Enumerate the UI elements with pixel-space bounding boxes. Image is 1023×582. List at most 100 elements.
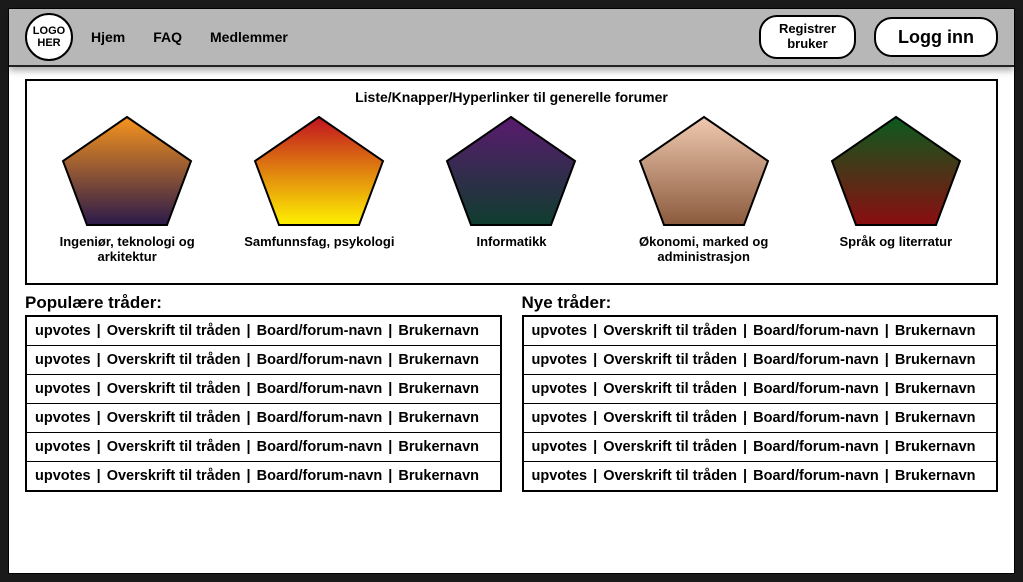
thread-row[interactable]: upvotes | Overskrift til tråden | Board/…: [27, 462, 500, 490]
forum-label: Informatikk: [476, 235, 546, 250]
thread-headline: Overskrift til tråden: [107, 410, 241, 426]
thread-row[interactable]: upvotes | Overskrift til tråden | Board/…: [524, 462, 997, 490]
forums-title: Liste/Knapper/Hyperlinker til generelle …: [37, 89, 986, 105]
thread-user: Brukernavn: [895, 381, 976, 397]
thread-upvotes: upvotes: [35, 439, 91, 455]
separator: |: [589, 323, 601, 339]
thread-upvotes: upvotes: [532, 381, 588, 397]
separator: |: [242, 381, 254, 397]
thread-user: Brukernavn: [398, 439, 479, 455]
separator: |: [93, 410, 105, 426]
separator: |: [384, 381, 396, 397]
separator: |: [242, 439, 254, 455]
thread-row[interactable]: upvotes | Overskrift til tråden | Board/…: [524, 317, 997, 346]
thread-board: Board/forum-navn: [257, 468, 383, 484]
separator: |: [242, 410, 254, 426]
thread-headline: Overskrift til tråden: [603, 352, 737, 368]
thread-user: Brukernavn: [398, 410, 479, 426]
thread-upvotes: upvotes: [532, 468, 588, 484]
separator: |: [93, 352, 105, 368]
popular-list: upvotes | Overskrift til tråden | Board/…: [25, 315, 502, 492]
separator: |: [384, 352, 396, 368]
forum-item-1[interactable]: Samfunnsfag, psykologi: [229, 111, 409, 265]
thread-headline: Overskrift til tråden: [603, 410, 737, 426]
thread-row[interactable]: upvotes | Overskrift til tråden | Board/…: [27, 346, 500, 375]
separator: |: [739, 323, 751, 339]
forum-item-4[interactable]: Språk og literratur: [806, 111, 986, 265]
thread-row[interactable]: upvotes | Overskrift til tråden | Board/…: [27, 433, 500, 462]
nav-link-faq[interactable]: FAQ: [153, 29, 182, 45]
thread-user: Brukernavn: [398, 352, 479, 368]
thread-user: Brukernavn: [895, 323, 976, 339]
thread-board: Board/forum-navn: [753, 410, 879, 426]
separator: |: [739, 439, 751, 455]
logo-text: LOGOHER: [33, 25, 65, 49]
logo[interactable]: LOGOHER: [25, 13, 73, 61]
separator: |: [242, 352, 254, 368]
separator: |: [384, 410, 396, 426]
thread-row[interactable]: upvotes | Overskrift til tråden | Board/…: [524, 404, 997, 433]
thread-upvotes: upvotes: [532, 352, 588, 368]
forums-row: Ingeniør, teknologi og arkitektur Samfunn…: [37, 111, 986, 265]
thread-user: Brukernavn: [398, 323, 479, 339]
thread-row[interactable]: upvotes | Overskrift til tråden | Board/…: [27, 404, 500, 433]
separator: |: [739, 352, 751, 368]
separator: |: [589, 352, 601, 368]
pentagon-icon: [634, 111, 774, 231]
new-list: upvotes | Overskrift til tråden | Board/…: [522, 315, 999, 492]
thread-user: Brukernavn: [895, 439, 976, 455]
thread-board: Board/forum-navn: [257, 381, 383, 397]
nav-link-medlemmer[interactable]: Medlemmer: [210, 29, 288, 45]
forum-label: Ingeniør, teknologi og arkitektur: [37, 235, 217, 265]
thread-row[interactable]: upvotes | Overskrift til tråden | Board/…: [524, 433, 997, 462]
thread-board: Board/forum-navn: [257, 439, 383, 455]
thread-user: Brukernavn: [895, 468, 976, 484]
thread-upvotes: upvotes: [35, 323, 91, 339]
separator: |: [881, 439, 893, 455]
separator: |: [881, 323, 893, 339]
nav-link-hjem[interactable]: Hjem: [91, 29, 125, 45]
separator: |: [93, 381, 105, 397]
separator: |: [881, 352, 893, 368]
forum-item-3[interactable]: Økonomi, marked og administrasjon: [614, 111, 794, 265]
thread-row[interactable]: upvotes | Overskrift til tråden | Board/…: [27, 375, 500, 404]
thread-headline: Overskrift til tråden: [603, 323, 737, 339]
separator: |: [384, 439, 396, 455]
thread-board: Board/forum-navn: [257, 410, 383, 426]
content: Liste/Knapper/Hyperlinker til generelle …: [9, 67, 1014, 504]
thread-row[interactable]: upvotes | Overskrift til tråden | Board/…: [27, 317, 500, 346]
separator: |: [589, 468, 601, 484]
forum-label: Samfunnsfag, psykologi: [244, 235, 394, 250]
lists-row: Populære tråder: upvotes | Overskrift ti…: [25, 293, 998, 492]
thread-headline: Overskrift til tråden: [107, 468, 241, 484]
topbar: LOGOHER Hjem FAQ Medlemmer Registrerbruk…: [9, 9, 1014, 67]
forum-item-2[interactable]: Informatikk: [421, 111, 601, 265]
thread-row[interactable]: upvotes | Overskrift til tråden | Board/…: [524, 375, 997, 404]
thread-user: Brukernavn: [398, 468, 479, 484]
thread-headline: Overskrift til tråden: [603, 439, 737, 455]
separator: |: [384, 323, 396, 339]
separator: |: [589, 410, 601, 426]
separator: |: [93, 468, 105, 484]
register-button-label: Registrerbruker: [779, 21, 836, 51]
forums-box: Liste/Knapper/Hyperlinker til generelle …: [25, 79, 998, 285]
thread-row[interactable]: upvotes | Overskrift til tråden | Board/…: [524, 346, 997, 375]
pentagon-icon: [57, 111, 197, 231]
login-button[interactable]: Logg inn: [874, 17, 998, 58]
thread-headline: Overskrift til tråden: [107, 381, 241, 397]
thread-board: Board/forum-navn: [753, 468, 879, 484]
separator: |: [881, 381, 893, 397]
nav-links: Hjem FAQ Medlemmer: [91, 29, 288, 45]
popular-column: Populære tråder: upvotes | Overskrift ti…: [25, 293, 502, 492]
register-button[interactable]: Registrerbruker: [759, 15, 856, 59]
separator: |: [881, 410, 893, 426]
forum-item-0[interactable]: Ingeniør, teknologi og arkitektur: [37, 111, 217, 265]
separator: |: [242, 468, 254, 484]
thread-user: Brukernavn: [398, 381, 479, 397]
page: LOGOHER Hjem FAQ Medlemmer Registrerbruk…: [8, 8, 1015, 574]
thread-upvotes: upvotes: [35, 381, 91, 397]
pentagon-icon: [826, 111, 966, 231]
pentagon-icon: [249, 111, 389, 231]
pentagon-icon: [441, 111, 581, 231]
thread-upvotes: upvotes: [532, 410, 588, 426]
